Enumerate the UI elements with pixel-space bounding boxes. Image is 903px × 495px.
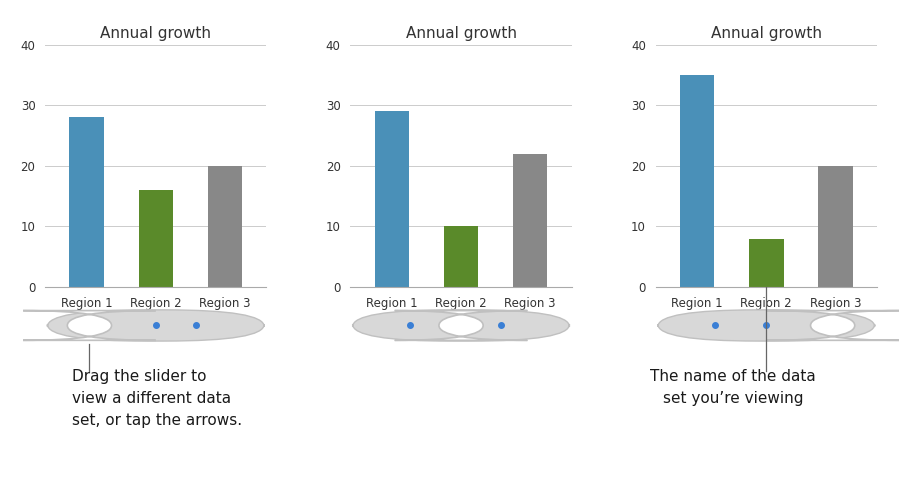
Bar <box>817 166 852 287</box>
FancyBboxPatch shape <box>352 310 569 341</box>
Text: The name of the data
set you’re viewing: The name of the data set you’re viewing <box>649 369 815 406</box>
Title: Annual growth: Annual growth <box>100 26 211 41</box>
FancyBboxPatch shape <box>47 310 264 341</box>
Bar <box>138 190 172 287</box>
FancyBboxPatch shape <box>657 310 874 341</box>
Text: 2015: 2015 <box>749 331 782 344</box>
Bar <box>749 239 783 287</box>
Text: Drag the slider to
view a different data
set, or tap the arrows.: Drag the slider to view a different data… <box>72 369 242 428</box>
Text: 2013: 2013 <box>139 331 172 344</box>
Title: Annual growth: Annual growth <box>405 26 516 41</box>
Bar <box>70 117 104 287</box>
Bar <box>512 153 547 287</box>
Bar <box>374 111 409 287</box>
FancyBboxPatch shape <box>23 311 155 341</box>
FancyBboxPatch shape <box>395 311 526 341</box>
Title: Annual growth: Annual growth <box>710 26 821 41</box>
Bar <box>679 75 713 287</box>
Text: 2014: 2014 <box>443 331 478 344</box>
Bar <box>443 226 478 287</box>
Bar <box>208 166 242 287</box>
FancyBboxPatch shape <box>766 311 898 341</box>
